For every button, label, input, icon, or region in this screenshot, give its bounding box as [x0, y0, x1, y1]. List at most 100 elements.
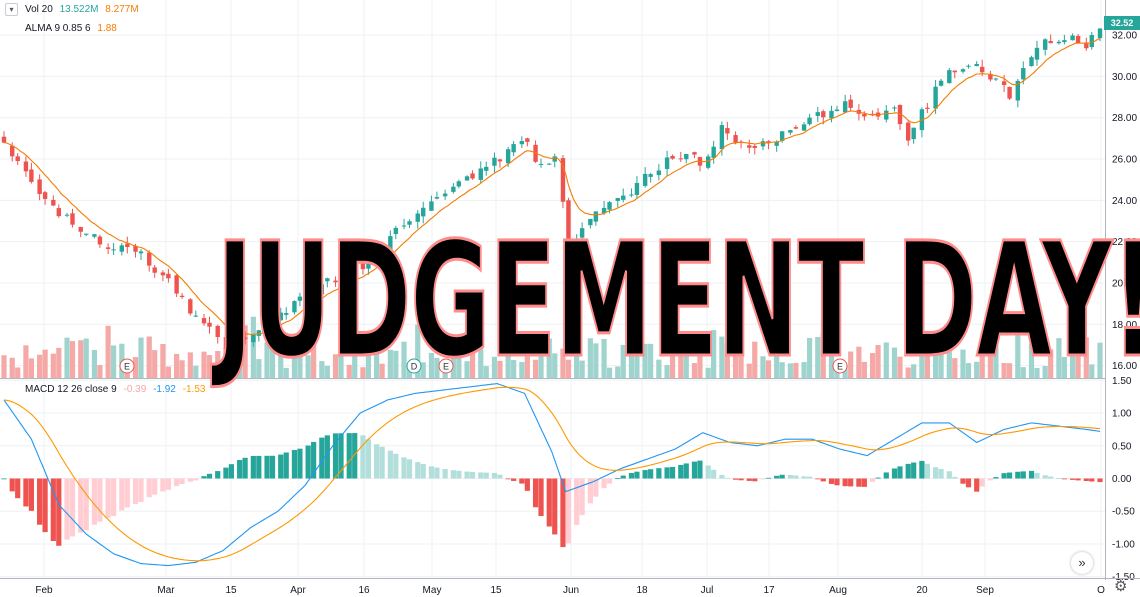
candle-body [601, 207, 607, 214]
gear-icon[interactable]: ⚙ [1114, 578, 1128, 595]
volume-bar [250, 316, 256, 378]
volume-bar [401, 341, 407, 378]
candle-body [366, 263, 371, 269]
candle-body [429, 201, 434, 211]
alma-legend[interactable]: ALMA 9 0.85 6 1.88 [25, 23, 121, 34]
histogram-bar [656, 468, 662, 479]
histogram-bar [119, 478, 125, 511]
last-price-tag: 32.52 [1104, 16, 1140, 30]
histogram-bar [456, 470, 462, 479]
histogram-bar [565, 478, 572, 544]
volume-bar [974, 361, 980, 378]
volume-bar [587, 338, 593, 378]
candle-body [242, 337, 248, 340]
candle-body [566, 200, 571, 263]
candle-body [215, 325, 220, 338]
histogram-bar [37, 478, 43, 525]
candle-body [119, 245, 125, 252]
volume-bar [875, 345, 881, 378]
volume-value-1: 13.522M [59, 4, 99, 15]
volume-legend[interactable]: Vol 20 13.522M 8.277M [25, 4, 143, 15]
volume-bar [979, 356, 985, 378]
candle-body [933, 86, 938, 109]
event-marker-circle [119, 358, 135, 374]
histogram-bar [628, 473, 635, 479]
volume-bar [174, 353, 180, 378]
event-marker: D [406, 358, 422, 374]
volume-bar [415, 324, 421, 378]
macd-tick-label: -1.00 [1112, 539, 1135, 550]
volume-bar [374, 347, 380, 378]
histogram-bar [1020, 471, 1026, 479]
volume-bar [332, 354, 339, 378]
volume-bar [697, 340, 703, 378]
volume-bar [206, 355, 213, 378]
volume-bar [891, 347, 898, 378]
histogram-bar [779, 474, 785, 479]
macd-hist-value: -0.39 [123, 384, 147, 395]
volume-bar [705, 367, 711, 378]
candle-body [374, 251, 379, 266]
macd-tick-label: -0.50 [1112, 507, 1135, 518]
collapse-legend-button[interactable]: ▾ [5, 3, 18, 16]
candle-body [1075, 35, 1081, 44]
macd-legend[interactable]: MACD 12 26 close 9 -0.39 -1.92 -1.53 [25, 384, 209, 395]
histogram-bar [524, 478, 530, 491]
histogram-bar [297, 448, 303, 479]
volume-bar [719, 336, 725, 378]
candle-body [678, 158, 683, 160]
candle-body [629, 194, 634, 196]
price-tick-label: 18.00 [1112, 320, 1137, 331]
time-tick-label: 16 [358, 585, 370, 596]
volume-bar [365, 349, 372, 378]
histogram-bar [50, 478, 56, 541]
event-marker-label: D [411, 362, 418, 372]
histogram-bar [979, 478, 985, 487]
histogram-bar [738, 478, 744, 481]
volume-bar [420, 362, 426, 378]
candle-body [84, 233, 89, 235]
volume-bar [952, 358, 958, 378]
event-marker-circle [438, 358, 454, 374]
volume-bar [593, 343, 599, 378]
price-tick-label: 22.00 [1112, 237, 1137, 248]
price-tick-label: 16.00 [1112, 361, 1137, 372]
volume-bar [574, 338, 580, 378]
histogram-bar [97, 478, 103, 522]
histogram-bar [634, 471, 640, 479]
macd-histogram [1, 433, 1103, 548]
histogram-bar [519, 478, 525, 484]
histogram-bar [552, 478, 558, 535]
candle-body [966, 65, 971, 67]
candle-body [747, 145, 752, 148]
histogram-bar [828, 478, 835, 484]
event-marker: E [832, 358, 848, 374]
candle-body [456, 181, 462, 187]
histogram-bar [365, 439, 372, 479]
candle-body [223, 337, 229, 349]
volume-bars [1, 316, 1103, 378]
histogram-bar [1042, 475, 1048, 479]
candle-body [42, 192, 48, 199]
histogram-bar [1001, 473, 1007, 479]
volume-bar [938, 345, 944, 378]
candle-body [37, 179, 42, 194]
volume-bar [793, 362, 799, 378]
time-axis[interactable]: Feb Mar 15 Apr 16 May 15 Jun 18 Jul 17 Aug 20 Sep O [35, 585, 1105, 596]
histogram-bar [332, 433, 339, 479]
candle-body [1084, 42, 1089, 49]
histogram-bar [1034, 472, 1040, 479]
time-tick-label: Feb [35, 585, 53, 596]
volume-bar [1083, 337, 1089, 378]
candle-body [305, 288, 311, 299]
candle-body [670, 155, 675, 159]
histogram-bar [283, 452, 289, 479]
volume-bar [993, 345, 999, 378]
candle-body [664, 157, 670, 170]
candle-body [842, 101, 848, 113]
scroll-right-button[interactable]: » [1071, 552, 1093, 574]
candle-body [711, 146, 716, 158]
volume-bar [78, 340, 84, 378]
candle-body [15, 156, 20, 162]
